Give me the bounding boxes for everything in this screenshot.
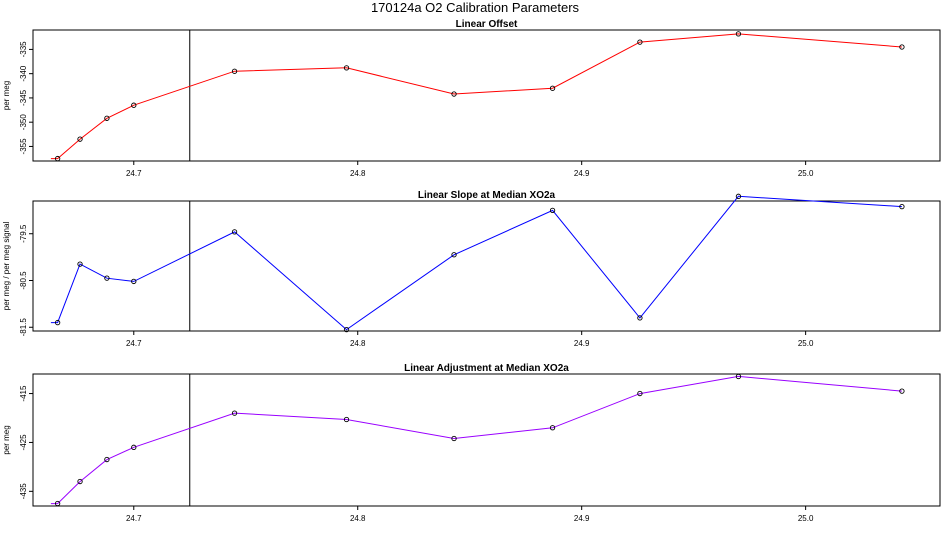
data-point xyxy=(77,261,83,267)
plot-frame xyxy=(32,29,941,162)
y-axis-label: per meg xyxy=(2,81,11,110)
data-point xyxy=(54,500,61,507)
data-point xyxy=(637,390,643,397)
data-point xyxy=(549,207,556,214)
panel-title: Linear Slope at Median XO2a xyxy=(418,190,556,201)
x-tick-label: 24.7 xyxy=(126,339,142,348)
data-point xyxy=(899,203,905,210)
data-point xyxy=(231,229,238,235)
data-point xyxy=(899,388,905,394)
data-point xyxy=(637,315,643,321)
x-tick-label: 25.0 xyxy=(798,169,814,178)
data-point xyxy=(231,410,238,416)
x-tick-label: 25.0 xyxy=(798,339,814,348)
y-tick-label: -415 xyxy=(19,385,28,402)
panel-1: Linear Offset 24.7 24.8 24.9 25.0 -335 -340 -34… xyxy=(2,19,941,178)
y-axis-label: per meg / per meg signal xyxy=(2,222,11,311)
data-point xyxy=(343,65,350,71)
series-line xyxy=(50,195,902,331)
plot-frame xyxy=(32,373,941,507)
data-point xyxy=(451,91,457,97)
panel-title: Linear Adjustment at Median XO2a xyxy=(404,363,569,374)
data-point xyxy=(735,373,742,380)
x-tick-label: 24.8 xyxy=(350,339,366,348)
x-tick-label: 24.9 xyxy=(574,514,590,523)
main-title: 170124a O2 Calibration Parameters xyxy=(370,0,580,15)
data-point xyxy=(77,136,83,142)
y-tick-label: -335 xyxy=(19,41,28,58)
data-point xyxy=(637,39,643,45)
data-point xyxy=(77,478,83,485)
x-tick-label: 24.7 xyxy=(126,169,142,178)
y-tick-label: -340 xyxy=(19,65,28,82)
x-tick-label: 24.9 xyxy=(574,339,590,348)
data-point xyxy=(104,275,110,281)
data-point xyxy=(231,68,238,74)
data-point xyxy=(899,44,905,50)
data-point xyxy=(104,456,110,463)
data-point xyxy=(735,31,742,37)
y-tick-label: -81.5 xyxy=(19,318,28,337)
x-tick-label: 24.8 xyxy=(350,169,366,178)
y-tick-label: -435 xyxy=(19,483,28,500)
x-tick-label: 25.0 xyxy=(798,514,814,523)
y-tick-label: -80.5 xyxy=(19,271,28,290)
data-point xyxy=(343,326,350,333)
plot-frame xyxy=(32,200,941,332)
panel-2: Linear Slope at Median XO2a 24.7 24.8 24.9 2… xyxy=(2,190,941,348)
data-point xyxy=(549,425,556,431)
y-tick-label: -79.5 xyxy=(19,224,28,243)
data-point xyxy=(343,416,350,423)
data-point xyxy=(131,102,137,108)
data-point xyxy=(451,252,457,258)
panel-3: Linear Adjustment at Median XO2a 24.7 24.8… xyxy=(2,363,941,523)
data-point xyxy=(54,155,61,162)
data-point xyxy=(104,115,110,121)
x-tick-label: 24.9 xyxy=(574,169,590,178)
data-point xyxy=(54,319,61,326)
data-point xyxy=(735,193,742,199)
data-point xyxy=(131,444,137,450)
y-tick-label: -350 xyxy=(19,114,28,131)
series-line xyxy=(50,33,902,160)
y-axis-label: per meg xyxy=(2,425,11,454)
x-tick-label: 24.7 xyxy=(126,514,142,523)
data-point xyxy=(451,435,457,442)
series-line xyxy=(50,375,902,505)
panel-title: Linear Offset xyxy=(456,19,518,30)
y-tick-label: -355 xyxy=(19,138,28,155)
data-point xyxy=(549,85,556,91)
data-point xyxy=(131,278,137,285)
x-tick-label: 24.8 xyxy=(350,514,366,523)
y-tick-label: -425 xyxy=(19,434,28,451)
y-tick-label: -345 xyxy=(19,89,28,106)
